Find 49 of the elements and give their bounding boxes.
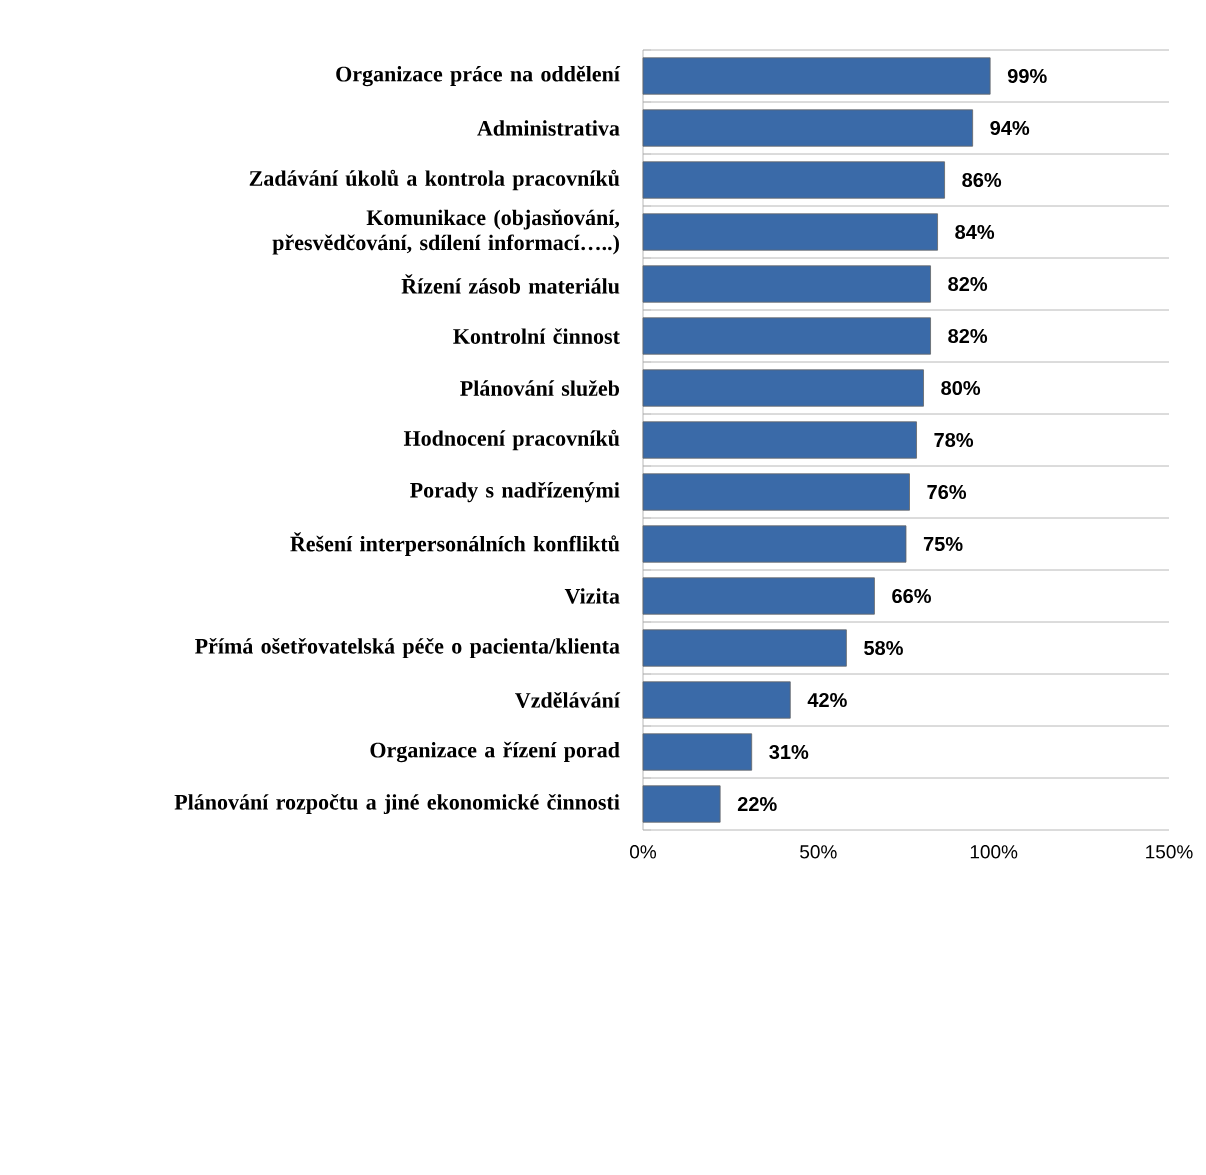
bar xyxy=(642,473,910,511)
y-tick-label: Komunikace (objasňování, přesvědčování, sdílení informací…..) xyxy=(272,209,620,255)
bar xyxy=(642,109,974,147)
y-tick-label: Organizace a řízení porad xyxy=(370,741,620,763)
bar xyxy=(642,213,938,251)
bar xyxy=(642,265,931,303)
y-tick-label: Plánování rozpočtu a jiné ekonomické činnosti xyxy=(174,793,620,815)
data-label: 82% xyxy=(948,328,988,344)
bar xyxy=(642,421,917,459)
data-label: 31% xyxy=(769,744,809,760)
data-label: 99% xyxy=(1007,68,1047,84)
bar xyxy=(642,161,945,199)
y-tick-label: Přímá ošetřovatelská péče o pacienta/klienta xyxy=(195,637,620,659)
bar xyxy=(642,57,991,95)
data-label: 58% xyxy=(864,640,903,656)
data-label: 42% xyxy=(807,692,847,708)
x-tick-label: 50% xyxy=(800,845,837,859)
bar xyxy=(642,577,875,615)
data-label: 94% xyxy=(990,120,1030,136)
bar xyxy=(642,681,791,719)
bar xyxy=(642,733,753,771)
bar xyxy=(642,369,924,407)
y-tick-label: Zadávání úkolů a kontrola pracovníků xyxy=(249,169,620,191)
x-tick-label: 150% xyxy=(1146,845,1193,859)
y-tick-label: Vzdělávání xyxy=(515,692,621,708)
data-label: 66% xyxy=(892,588,931,604)
bar xyxy=(642,785,721,823)
data-label: 78% xyxy=(934,432,974,448)
data-label: 75% xyxy=(923,536,963,552)
bar xyxy=(642,629,847,667)
y-tick-label: Řešení interpersonálních konfliktů xyxy=(290,532,620,556)
x-tick-label: 100% xyxy=(970,845,1018,859)
data-label: 84% xyxy=(955,224,995,240)
y-tick-label: Plánování služeb xyxy=(460,380,620,396)
y-tick-label: Vizita xyxy=(564,588,620,604)
data-label: 86% xyxy=(962,172,1002,188)
y-tick-label: Řízení zásob materiálu xyxy=(401,274,620,294)
y-tick-label: Hodnocení pracovníků xyxy=(403,429,620,451)
bar xyxy=(642,525,907,563)
data-label: 76% xyxy=(927,484,967,500)
y-tick-label: Kontrolní činnost xyxy=(453,328,620,344)
y-tick-label: Administrativa xyxy=(477,120,620,136)
y-tick-label: Organizace práce na oddělení xyxy=(336,65,621,87)
data-label: 22% xyxy=(737,796,777,812)
y-tick-label: Porady s nadřízenými xyxy=(410,481,620,503)
x-tick-label: 0% xyxy=(630,845,657,859)
data-label: 80% xyxy=(941,380,981,396)
bar xyxy=(642,317,931,355)
data-label: 82% xyxy=(948,276,988,292)
